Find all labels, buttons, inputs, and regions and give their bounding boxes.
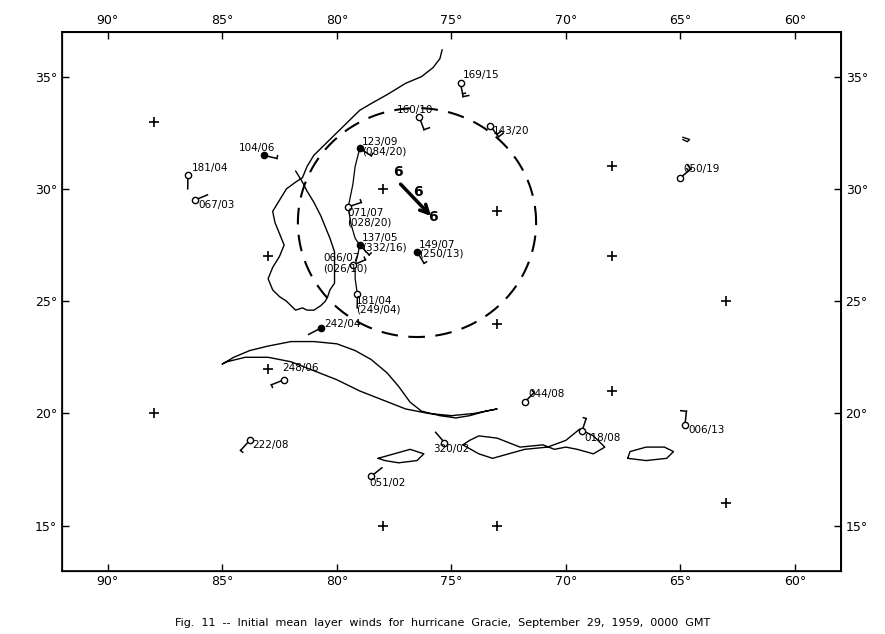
Text: (332/16): (332/16) [362, 243, 406, 253]
Text: 143/20: 143/20 [493, 126, 529, 136]
Text: 222/08: 222/08 [252, 441, 289, 451]
Text: 320/02: 320/02 [433, 444, 469, 454]
Text: 050/19: 050/19 [684, 164, 720, 174]
Text: 248/06: 248/06 [281, 363, 319, 373]
Text: 181/04: 181/04 [191, 163, 227, 173]
Text: 149/07: 149/07 [419, 240, 456, 250]
Text: 137/05: 137/05 [362, 233, 398, 243]
Text: (250/13): (250/13) [419, 249, 464, 259]
Text: 6: 6 [393, 165, 403, 179]
Text: 123/09: 123/09 [362, 137, 398, 146]
Text: (028/20): (028/20) [347, 217, 391, 227]
Text: Fig.  11  --  Initial  mean  layer  winds  for  hurricane  Gracie,  September  2: Fig. 11 -- Initial mean layer winds for … [175, 618, 710, 628]
Text: 160/10: 160/10 [396, 105, 433, 115]
Text: 044/08: 044/08 [528, 389, 565, 399]
Text: 6: 6 [413, 185, 423, 199]
Text: 051/02: 051/02 [369, 477, 405, 488]
Text: 071/07: 071/07 [347, 208, 383, 218]
Text: 242/04: 242/04 [324, 319, 361, 329]
Text: 018/08: 018/08 [584, 432, 620, 443]
Text: (026/10): (026/10) [323, 263, 367, 273]
Text: 006/13: 006/13 [689, 425, 725, 435]
Text: 169/15: 169/15 [463, 70, 499, 80]
Text: 066/07: 066/07 [323, 254, 359, 264]
Text: (249/04): (249/04) [357, 304, 401, 314]
Text: (084/20): (084/20) [362, 146, 406, 157]
Text: 6: 6 [428, 210, 438, 224]
Text: 067/03: 067/03 [198, 200, 235, 210]
Text: 104/06: 104/06 [238, 143, 274, 153]
Text: 181/04: 181/04 [357, 295, 393, 306]
